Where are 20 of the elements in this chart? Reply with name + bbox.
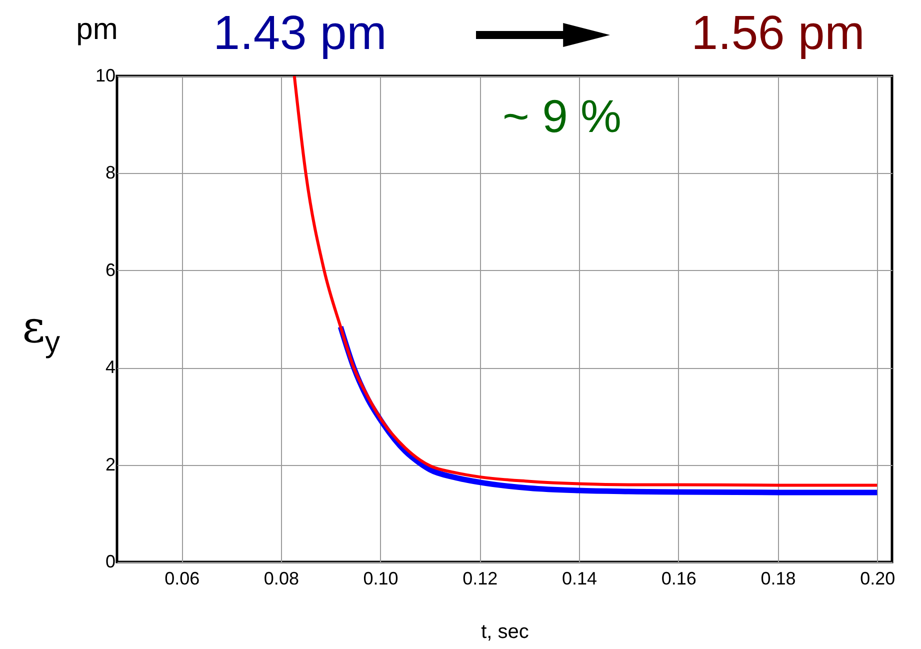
text: 1.43 pm bbox=[213, 7, 387, 60]
annotation: ~ 9 % bbox=[502, 90, 622, 142]
y-tick-label: 8 bbox=[105, 162, 116, 183]
x-axis-title: t, sec bbox=[481, 621, 529, 643]
x-tick-label: 0.14 bbox=[562, 568, 598, 588]
text: 1.56 pm bbox=[691, 7, 865, 60]
x-tick-label: 0.10 bbox=[363, 568, 398, 588]
x-tick-label: 0.20 bbox=[860, 568, 896, 588]
x-tick-label: 0.18 bbox=[760, 568, 796, 588]
y-tick-label: 0 bbox=[105, 552, 116, 572]
x-tick-label: 0.06 bbox=[164, 568, 200, 588]
y-tick-label: 6 bbox=[105, 260, 116, 280]
y-tick-label: 4 bbox=[105, 357, 116, 378]
x-tick-label: 0.16 bbox=[661, 568, 696, 588]
y-tick-label: 10 bbox=[95, 66, 116, 86]
x-tick-label: 0.08 bbox=[264, 568, 299, 588]
line-series bbox=[292, 76, 879, 487]
text: pm bbox=[76, 13, 118, 46]
y-tick-label: 2 bbox=[105, 454, 116, 474]
x-tick-label: 0.12 bbox=[462, 568, 498, 588]
